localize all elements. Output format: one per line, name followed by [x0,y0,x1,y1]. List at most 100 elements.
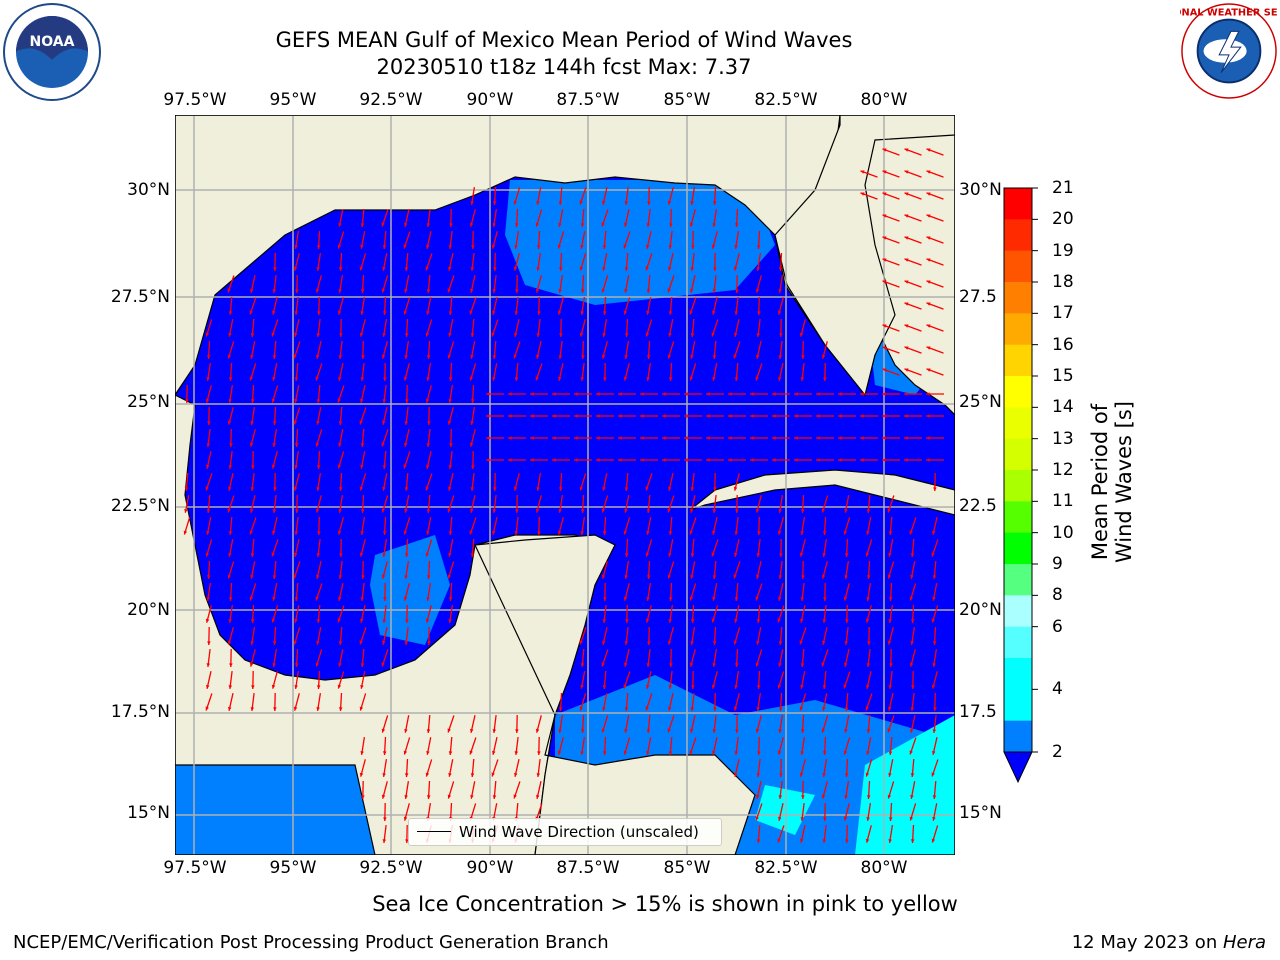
wave-arrow-head [821,574,826,579]
wave-arrow-head [887,508,891,513]
wave-arrow-head [684,436,688,440]
wave-arrow-head [249,662,254,667]
wave-arrow-head [316,354,320,359]
wave-arrow-head [492,729,497,733]
wave-arrow-head [668,311,673,315]
wave-arrow-head [734,619,738,623]
wave-arrow-head [228,531,233,535]
wave-arrow-head [823,377,827,381]
wave-arrow-head [316,421,320,425]
wave-arrow-head [866,509,871,513]
wave-arrow-head [728,458,732,462]
lon-tick-top-95w: 95°W [269,90,317,110]
wave-arrow-head [777,750,782,755]
wave-arrow-head [757,531,761,535]
wave-arrow-head [381,354,386,359]
wave-arrow-head [205,398,210,403]
wave-arrow-head [756,685,761,689]
wave-arrow-head [778,596,782,601]
lon-tick-top-85w: 85°W [663,90,711,110]
wave-arrow-head [801,795,805,799]
wave-arrow-head [403,530,408,535]
wave-arrow-head [794,414,798,418]
wave-arrow-head [801,355,805,359]
wave-arrow-head [360,509,365,513]
wave-arrow-head [205,486,209,491]
wave-arrow-head [668,486,672,491]
wave-arrow-head [690,728,694,733]
wave-arrow-head [794,392,798,396]
wave-arrow-head [689,750,693,755]
wave-arrow-head [668,377,673,381]
wave-arrow-head [882,214,887,218]
lat-tick-right-30n: 30°N [959,180,1002,200]
wave-arrow-head [315,288,320,293]
wave-arrow-head [777,530,782,535]
wave-arrow-head [712,223,716,227]
wave-arrow-head [272,597,276,601]
lat-tick-left-27.5n: 27.5°N [110,287,170,307]
colorbar-tick-15: 15 [1052,366,1074,386]
wave-arrow-head [866,795,871,799]
wave-arrow-head [734,245,738,249]
wave-arrow-head [382,487,386,491]
nws-logo-icon: NATIONAL WEATHER SERVICE [1180,3,1278,99]
wave-arrow-head [294,377,299,381]
wave-arrow-head [448,619,452,623]
wave-arrow-head [799,772,804,777]
wave-arrow-head [640,392,644,396]
wave-arrow-head [530,392,534,396]
wave-arrow-head [206,575,211,579]
wave-arrow-head [601,354,606,359]
wave-arrow-head [778,575,783,579]
wave-arrow-head [426,377,430,381]
colorbar-tick-19: 19 [1052,240,1074,261]
wave-arrow-head [448,399,452,403]
wave-arrow-head [405,399,409,403]
wave-arrow-head [359,266,364,271]
wave-arrow-head [470,553,475,557]
wave-arrow-head [425,486,429,491]
wave-arrow-head [470,288,474,293]
wave-arrow-head [904,170,909,174]
wave-arrow-head [448,751,453,755]
wave-arrow-head [535,288,540,293]
wave-arrow-head [448,245,453,249]
wave-arrow-head [865,618,870,623]
wave-arrow-head [882,414,886,418]
wave-arrow-head [535,376,539,381]
wave-arrow-head [271,684,276,689]
wave-arrow-head [800,729,805,733]
wave-arrow-head [646,597,650,601]
wave-arrow-head [888,839,892,843]
wave-arrow-head [932,817,936,821]
wave-arrow-head [645,552,650,557]
colorbar-tick-10: 10 [1052,522,1074,543]
wave-arrow-head [904,236,909,240]
wave-arrow-head [772,414,776,418]
wave-arrow-head [316,487,320,491]
wave-arrow-head [734,311,739,315]
colorbar-tick-2: 2 [1052,742,1063,762]
lat-tick-right-17.5n: 17.5 [959,702,997,722]
wave-arrow-head [843,750,848,755]
lon-tick-bottom-87.5w: 87.5°W [556,858,620,878]
wave-arrow-head [910,641,914,645]
wave-arrow-head [405,619,409,623]
wave-arrow-head [904,368,909,372]
wave-arrow-head [338,707,343,711]
wave-arrow-head [227,640,232,645]
wave-arrow-head [250,399,255,403]
wave-arrow-head [251,685,255,689]
wave-arrow-head [338,421,343,425]
wave-arrow-head [293,266,298,271]
wave-arrow-head [646,377,650,381]
wave-arrow-head [317,311,321,315]
wave-arrow-head [668,531,673,535]
wave-arrow-head [207,641,211,645]
wave-arrow-head [426,531,430,535]
wave-arrow-head [272,421,277,425]
wave-arrow-head [602,487,606,491]
wave-arrow-head [447,728,451,733]
wave-arrow-head [250,288,254,293]
